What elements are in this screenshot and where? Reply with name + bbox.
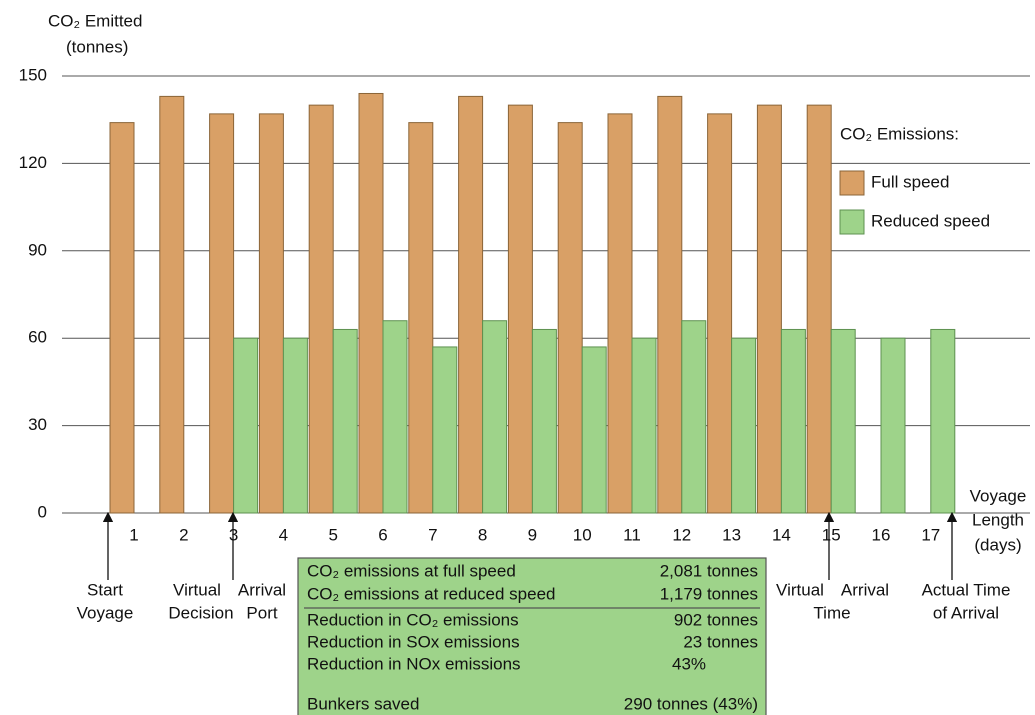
x-tick-label: 14 [772,525,791,544]
x-axis-label: Length [972,510,1024,529]
bar [756,104,782,514]
x-tick-label: 17 [921,525,940,544]
x-tick-label: 1 [129,525,138,544]
legend-label: Full speed [871,172,949,191]
bar [806,104,832,514]
bar [408,122,434,514]
legend-swatch [839,209,865,235]
x-tick-label: 9 [528,525,537,544]
summary-value: 290 tonnes (43%) [624,694,758,713]
bar [258,113,284,514]
annotation: Start [87,580,123,599]
bar [631,337,657,514]
annotation: Decision [168,603,233,622]
x-tick-label: 8 [478,525,487,544]
summary-label: CO₂ emissions at reduced speed [307,584,556,603]
y-tick-label: 30 [28,415,47,434]
annotation: Port [246,603,277,622]
summary-background [297,557,767,715]
summary-value: 902 tonnes [674,610,758,629]
x-tick-label: 5 [328,525,337,544]
y-tick-label: 150 [19,65,47,84]
x-tick-label: 11 [623,525,641,544]
summary-label: Reduction in SOx emissions [307,632,520,651]
y-axis-label: (tonnes) [66,37,128,56]
summary-value: 23 tonnes [683,632,758,651]
annotation: Virtual [776,580,824,599]
bar [557,122,583,514]
bar [930,328,956,514]
summary-label: Reduction in NOx emissions [307,654,521,673]
x-axis-label: (days) [974,535,1021,554]
annotation: Virtual [173,580,221,599]
annotation: Arrival [238,580,286,599]
x-tick-label: 6 [378,525,387,544]
x-axis-label: Voyage [970,486,1027,505]
bar [332,328,358,514]
summary-value: 1,179 tonnes [660,584,758,603]
y-axis-label: CO₂ Emitted [48,11,142,30]
bar [707,113,733,514]
bar [382,320,408,514]
bar [159,95,185,514]
bar [282,337,308,514]
x-tick-label: 10 [573,525,592,544]
summary-label: Reduction in CO₂ emissions [307,610,519,629]
legend-label: Reduced speed [871,211,990,230]
y-tick-label: 90 [28,240,47,259]
x-tick-label: 2 [179,525,188,544]
bar [657,95,683,514]
bar [830,328,856,514]
x-tick-label: 12 [672,525,691,544]
legend-title: CO₂ Emissions: [840,124,959,143]
bar [308,104,334,514]
x-tick-label: 15 [822,525,841,544]
bar [531,328,557,514]
y-tick-label: 0 [38,502,47,521]
bar [581,346,607,514]
bar [358,92,384,514]
y-tick-label: 120 [19,153,47,172]
bar [432,346,458,514]
x-tick-label: 16 [872,525,891,544]
y-tick-label: 60 [28,328,47,347]
bar [458,95,484,514]
bar [482,320,508,514]
plot: 03060901201501234567891011121314151617 [19,65,1030,544]
summary-value: 43% [672,654,706,673]
summary-box: CO₂ emissions at full speed 2,081 tonnes C… [297,557,767,715]
bar [507,104,533,514]
summary-value: 2,081 tonnes [660,561,758,580]
annotation: Arrival [841,580,889,599]
annotations [102,511,958,580]
bar [607,113,633,514]
bar [209,113,235,514]
x-tick-label: 13 [722,525,741,544]
bar [681,320,707,514]
annotation: Voyage [77,603,134,622]
x-tick-label: 7 [428,525,437,544]
summary-label: Bunkers saved [307,694,419,713]
bar [109,122,135,514]
bar [233,337,259,514]
annotation: Time [813,603,850,622]
x-tick-label: 4 [279,525,288,544]
legend-swatch [839,170,865,196]
bar [780,328,806,514]
annotation: of Arrival [933,603,999,622]
summary-label: CO₂ emissions at full speed [307,561,516,580]
annotation: Actual Time [922,580,1011,599]
bar [731,337,757,514]
bar [880,337,906,514]
